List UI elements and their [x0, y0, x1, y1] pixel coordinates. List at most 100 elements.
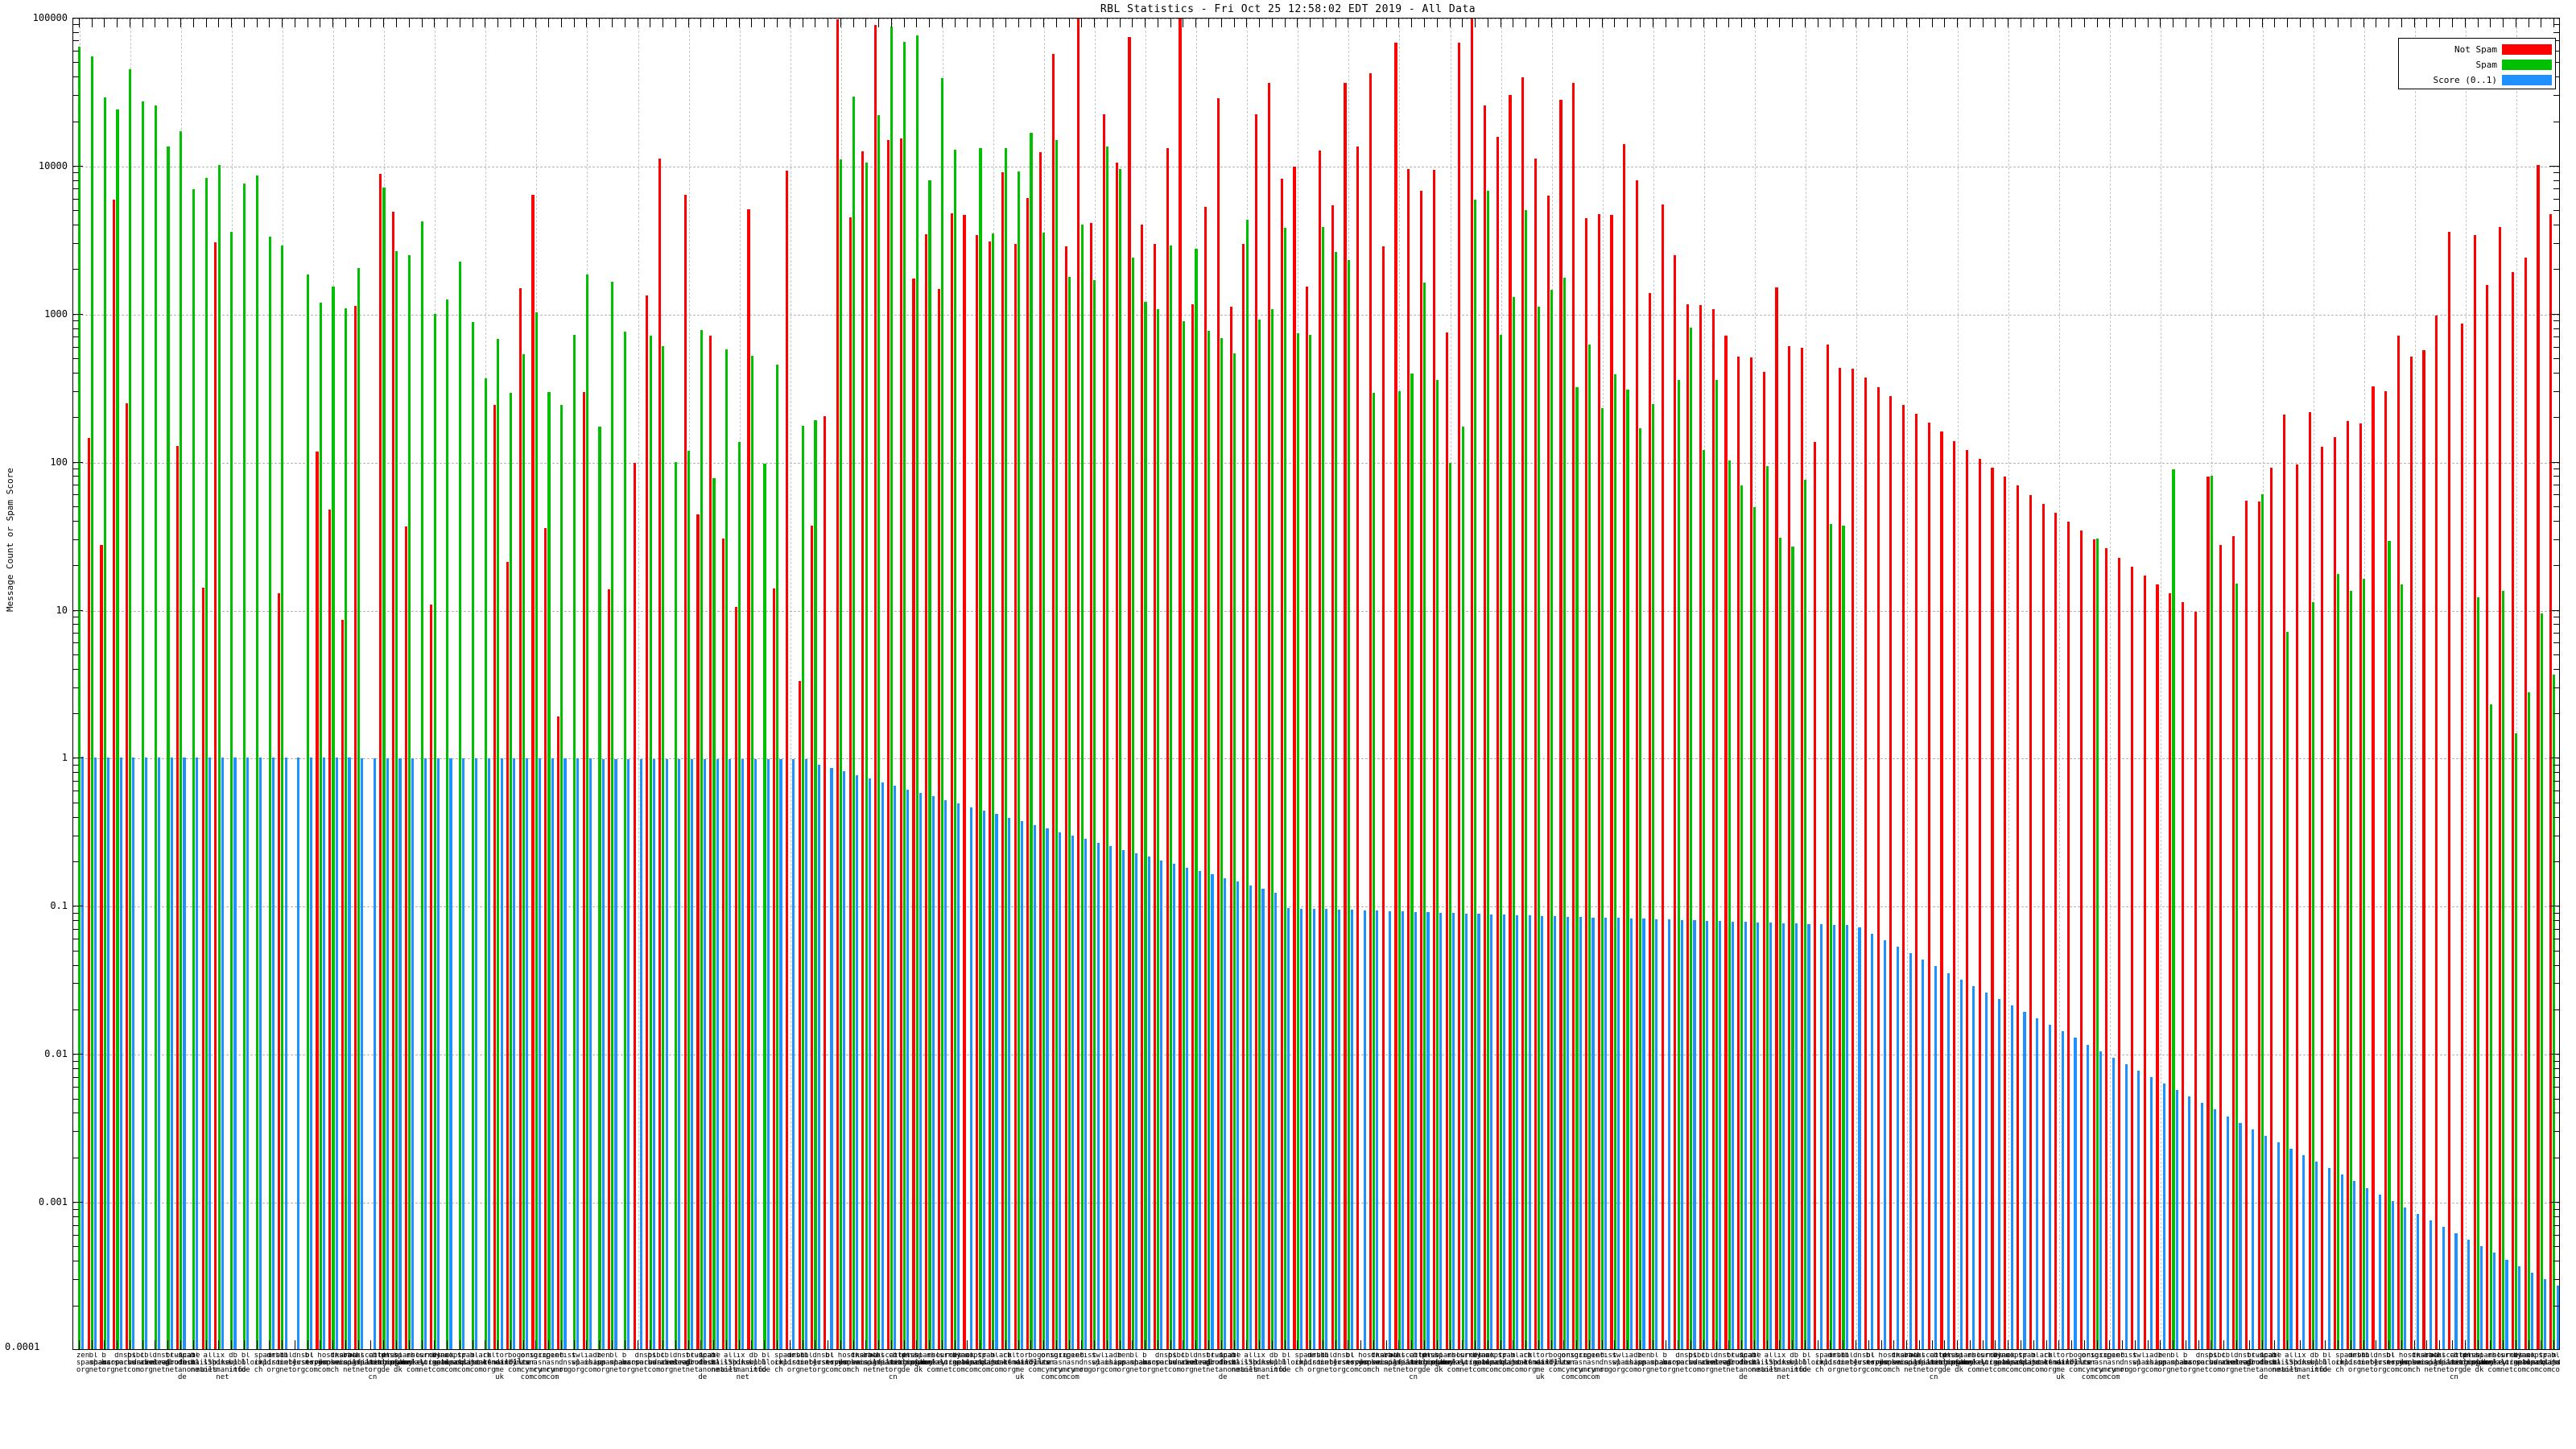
x-tick-label: hostkarma junkemailfilter com	[2398, 1352, 2465, 1374]
y-tick-minor	[72, 372, 79, 374]
bar-score	[1451, 913, 1455, 1349]
x-tick-top	[1195, 18, 1197, 27]
bar-spam	[2553, 675, 2556, 1349]
x-tick-label: bl blocklist de	[1802, 1352, 1842, 1374]
bar-spam	[192, 189, 196, 1349]
bar-not-spam	[2092, 539, 2095, 1349]
x-tick-label: truncate gbudb net	[1205, 1352, 1241, 1374]
bar-not-spam	[2422, 349, 2425, 1349]
bar-score	[2518, 1265, 2521, 1349]
y-tick-minor-right	[2553, 1060, 2560, 1062]
bar-spam	[154, 105, 157, 1349]
bar-spam	[1448, 463, 1451, 1349]
x-tick-label: cblplus anti-spam org cn	[2449, 1352, 2489, 1381]
y-tick-major-right	[2549, 1202, 2560, 1203]
x-tick-top	[1766, 18, 1768, 27]
x-tick-top	[700, 18, 702, 27]
bar-score	[1084, 839, 1087, 1349]
x-tick-bottom	[2363, 1340, 2364, 1350]
x-tick-label: tor dan me uk	[1015, 1352, 1029, 1381]
bar-spam	[1334, 252, 1337, 1349]
x-tick-label: swl spamhaus org	[1612, 1352, 1647, 1374]
x-tick-top	[167, 18, 169, 27]
bar-score	[1477, 914, 1480, 1349]
x-tick-label: noptr spamrats com	[964, 1352, 1000, 1374]
x-tick-label: list dnswl org	[1079, 1352, 1101, 1374]
y-tick-minor	[72, 642, 79, 644]
bar-spam	[2401, 584, 2404, 1349]
bar-not-spam	[848, 217, 852, 1349]
bar-score	[1591, 917, 1595, 1349]
x-tick-bottom	[1588, 1340, 1590, 1350]
y-tick-minor-right	[2553, 687, 2560, 688]
bar-spam	[1474, 199, 1477, 1349]
x-tick-bottom	[78, 1340, 80, 1350]
bar-spam	[2172, 469, 2175, 1349]
x-tick-label: origin6 asn cymru com	[1053, 1352, 1084, 1381]
bar-not-spam	[1394, 43, 1397, 1349]
horizontal-gridline	[73, 758, 2559, 760]
x-tick-label: spam dnsbl anonmails de	[2259, 1352, 2299, 1381]
x-tick-top	[408, 18, 410, 27]
x-tick-label: noptr spamrats com	[2005, 1352, 2041, 1374]
y-tick-minor	[72, 476, 79, 477]
bar-not-spam	[1813, 442, 1816, 1349]
x-tick-top	[1335, 18, 1336, 27]
x-tick-top	[1525, 18, 1527, 27]
bar-not-spam	[1546, 196, 1550, 1349]
y-tick-minor	[72, 1224, 79, 1226]
bar-score	[1528, 915, 1531, 1349]
bar-spam	[737, 441, 741, 1349]
bar-score	[1173, 864, 1176, 1349]
x-tick-label: zen spamhaus org	[2157, 1352, 2193, 1374]
x-tick-top	[599, 18, 601, 27]
bar-not-spam	[2372, 386, 2375, 1349]
x-tick-bottom	[256, 1340, 258, 1350]
bar-spam	[510, 392, 513, 1349]
bar-score	[2150, 1077, 2153, 1349]
bar-score	[969, 807, 972, 1349]
x-tick-label: psbl surriel com	[647, 1352, 679, 1374]
x-tick-label: bl mailspike net	[190, 1352, 230, 1374]
x-tick-label: db wpbl info	[2310, 1352, 2328, 1374]
y-tick-minor	[72, 50, 79, 52]
x-tick-top	[548, 18, 550, 27]
bar-spam	[1461, 426, 1464, 1349]
x-tick-top	[1094, 18, 1096, 27]
bar-not-spam	[1953, 440, 1956, 1349]
x-tick-top	[104, 18, 105, 27]
bar-score	[855, 774, 859, 1349]
bar-not-spam	[531, 194, 535, 1349]
y-tick-minor	[72, 520, 79, 522]
bar-not-spam	[1001, 171, 1004, 1349]
bar-score	[1236, 881, 1240, 1349]
y-tick-minor-right	[2553, 372, 2560, 374]
bar-score	[931, 796, 935, 1349]
bar-score	[411, 758, 415, 1349]
x-tick-top	[510, 18, 511, 27]
bar-score	[373, 758, 377, 1349]
y-tick-minor	[72, 31, 79, 33]
bar-score	[741, 759, 745, 1349]
y-tick-minor	[72, 912, 79, 914]
bar-score	[2492, 1253, 2496, 1349]
bar-not-spam	[2257, 502, 2260, 1349]
x-tick-label: zen spamhaus org	[1117, 1352, 1152, 1374]
x-tick-bottom	[1373, 1340, 1374, 1350]
x-tick-label: bl blocklist de	[241, 1352, 281, 1374]
legend-swatch-spam	[2502, 60, 2552, 70]
y-tick-minor-right	[2553, 494, 2560, 496]
x-tick-label: dnsbl-1 uceprotect net	[672, 1352, 717, 1374]
bar-score	[386, 758, 389, 1349]
y-tick-minor	[72, 494, 79, 496]
bar-score	[1566, 916, 1569, 1349]
x-tick-bottom	[1246, 1340, 1248, 1350]
x-tick-top	[586, 18, 588, 27]
y-tick-minor-right	[2553, 772, 2560, 774]
bar-not-spam	[1267, 83, 1270, 1349]
bar-score	[1185, 867, 1189, 1349]
x-tick-label: rbl interserver net	[1840, 1352, 1889, 1374]
bar-not-spam	[2283, 415, 2286, 1349]
y-tick-minor-right	[2553, 62, 2560, 64]
bar-spam	[585, 274, 588, 1349]
